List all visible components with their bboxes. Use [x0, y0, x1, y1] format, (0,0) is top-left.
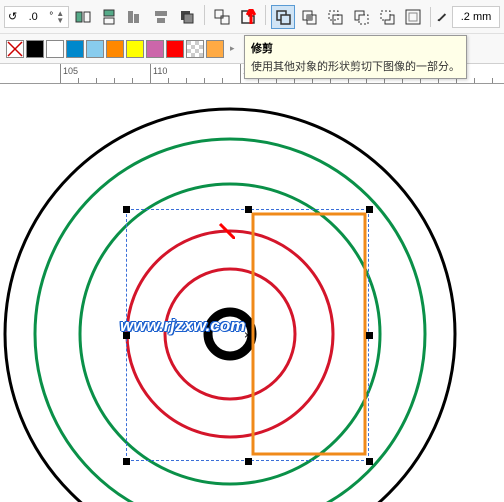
trim-button[interactable] — [271, 5, 295, 29]
selection-handle[interactable] — [245, 206, 252, 213]
selection-handle[interactable] — [123, 206, 130, 213]
rotation-input[interactable] — [17, 11, 49, 23]
stroke-field[interactable] — [452, 6, 500, 28]
color-swatch-7[interactable] — [146, 40, 164, 58]
front-minus-button[interactable] — [349, 5, 373, 29]
separator — [430, 7, 431, 27]
drawing-canvas[interactable]: www.rjzxw.com × — [0, 84, 504, 502]
boundary-button[interactable] — [401, 5, 425, 29]
trim-tooltip: 修剪 使用其他对象的形状剪切下图像的一部分。 — [244, 35, 467, 79]
align-center-button[interactable] — [149, 5, 173, 29]
order-front-button[interactable] — [175, 5, 199, 29]
tooltip-title: 修剪 — [251, 40, 460, 56]
color-swatch-10[interactable] — [206, 40, 224, 58]
rotation-icon: ↺ — [8, 10, 17, 23]
mirror-h-button[interactable] — [71, 5, 95, 29]
degree-label: ° — [49, 11, 53, 22]
selection-handle[interactable] — [366, 332, 373, 339]
align-left-button[interactable] — [123, 5, 147, 29]
color-swatch-9[interactable] — [186, 40, 204, 58]
palette-more[interactable]: ▸ — [230, 43, 235, 54]
color-swatch-3[interactable] — [66, 40, 84, 58]
intersect-button[interactable] — [297, 5, 321, 29]
selection-handle[interactable] — [123, 332, 130, 339]
group-button[interactable] — [210, 5, 234, 29]
color-swatch-5[interactable] — [106, 40, 124, 58]
color-swatch-4[interactable] — [86, 40, 104, 58]
color-swatch-0[interactable] — [6, 40, 24, 58]
selection-handle[interactable] — [366, 458, 373, 465]
color-swatch-2[interactable] — [46, 40, 64, 58]
stroke-input[interactable] — [456, 11, 496, 23]
rotation-field[interactable]: ↺ ° ▲▼ — [4, 6, 69, 28]
mirror-v-button[interactable] — [97, 5, 121, 29]
color-swatch-1[interactable] — [26, 40, 44, 58]
selection-handle[interactable] — [366, 206, 373, 213]
color-swatch-8[interactable] — [166, 40, 184, 58]
selection-center[interactable]: × — [242, 329, 254, 341]
annotation-arrow — [205, 209, 235, 239]
selection-handle[interactable] — [245, 458, 252, 465]
rotation-spinner[interactable]: ▲▼ — [55, 10, 65, 24]
watermark-text: www.rjzxw.com — [120, 316, 245, 336]
selection-handle[interactable] — [123, 458, 130, 465]
simplify-button[interactable] — [323, 5, 347, 29]
color-swatch-6[interactable] — [126, 40, 144, 58]
tooltip-body: 使用其他对象的形状剪切下图像的一部分。 — [251, 58, 460, 74]
back-minus-button[interactable] — [375, 5, 399, 29]
pen-icon — [436, 8, 448, 26]
